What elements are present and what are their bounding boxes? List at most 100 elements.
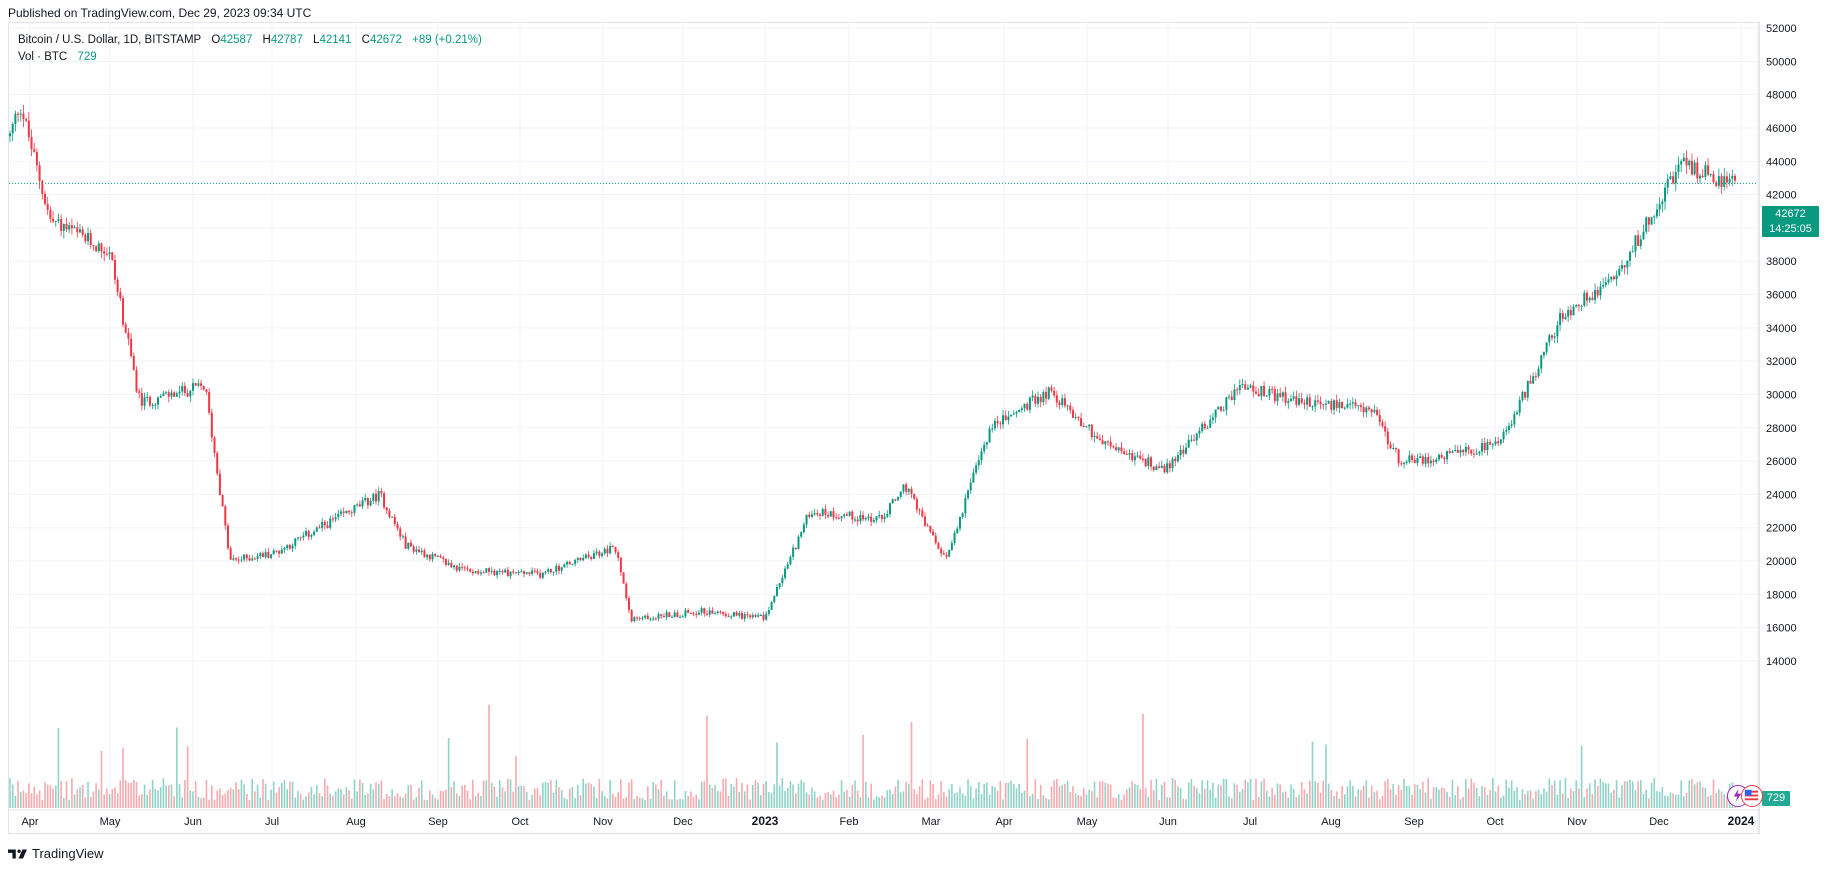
volume-bar [60,781,62,808]
candle-body [1273,389,1276,401]
candle-body [520,571,523,573]
volume-bar [525,791,528,808]
candle-body [1577,304,1580,306]
volume-bar [657,789,660,808]
volume-bar [372,789,375,808]
volume-bar [1029,796,1031,808]
candle-body [256,556,259,559]
volume-bar [733,786,735,808]
time-axis[interactable]: Apr May Jun Jul Aug Sep Oct Nov Dec 2023 Feb Mar Apr… [21,814,1754,828]
candle-body [864,518,867,520]
y-tick-label: 24000 [1766,489,1797,501]
volume-bar [1335,791,1338,808]
candle-body [633,617,636,622]
candle-body [1015,411,1018,414]
tradingview-logo[interactable]: TradingView [8,846,104,861]
close-key: C [361,34,370,46]
candle-body [493,570,496,576]
us-flag-icon[interactable] [1741,785,1763,807]
volume-bar [663,795,665,808]
volume-bar [687,796,689,808]
candle-body [915,498,918,510]
candle-body [837,517,840,519]
volume-bar [646,786,649,808]
volume-bar [875,796,878,808]
x-tick-label: Dec [1649,816,1669,828]
volume-bar [1187,782,1190,808]
candle-body [1354,402,1357,406]
candle-body [1419,456,1422,459]
volume-bar [33,787,36,808]
candle-body [1292,396,1295,399]
candle-body [1704,165,1707,178]
candle-body [1071,410,1074,418]
volume-bar [1535,791,1537,808]
volume-bar [1405,785,1408,808]
volume-bar [1309,780,1311,808]
candle-body [342,511,345,513]
volume-bar [1378,799,1381,808]
candle-body [1642,231,1645,240]
volume-bar [1002,799,1004,808]
candle-body [436,555,439,557]
volume-bar [19,791,22,808]
candle-body [1510,424,1513,426]
candle-body [404,536,407,549]
candle-body [566,562,569,565]
candle-body [1160,465,1163,468]
volume-bar [1610,792,1613,808]
candle-body [1521,391,1524,400]
candle-body [547,569,550,572]
candle-body [1413,459,1416,464]
volume-bar [827,791,829,808]
candle-body [100,243,103,252]
candle-body [1112,446,1115,448]
candle-body [1026,403,1029,410]
volume-bar [248,799,251,808]
y-tick-label: 42000 [1766,190,1797,202]
volume-bar [1222,778,1225,808]
x-tick-label: 2024 [1728,814,1755,828]
volume-bar [1236,784,1238,808]
candle-body [969,482,972,491]
candle-body [929,525,932,532]
x-tick-label: Nov [1567,816,1587,828]
volume-bar [725,778,727,808]
candle-body [1373,409,1376,413]
volume-bar [829,794,832,808]
volume-bar [1492,778,1494,808]
volume-bar [862,734,864,808]
volume-bar [1640,780,1642,808]
volume-bar [1295,797,1298,808]
volume-bar [57,727,60,808]
volume-bar [493,786,496,808]
volume-bar [1470,778,1473,808]
candle-body [1176,455,1179,462]
candle-body [636,617,639,619]
volume-bar [1424,792,1427,808]
volume-bar [1171,778,1174,808]
volume-bar [299,793,302,808]
volume-bar [49,785,52,808]
volume-bar [1376,790,1378,808]
candle-body [781,577,784,584]
candle-body [183,385,186,394]
candle-body [1585,292,1588,301]
volume-bar [795,793,797,808]
volume-bar [1513,790,1516,808]
volume-bar [1123,794,1125,808]
candle-body [775,586,778,597]
candle-body [1093,435,1096,438]
candle-body [1010,414,1013,417]
volume-bar [835,796,837,808]
volume-bar [1696,782,1699,808]
candle-body [1004,415,1007,421]
candle-body [1402,463,1405,465]
candle-body [1314,400,1317,407]
volume-bar [1042,795,1045,808]
candle-body [391,516,394,518]
volume-bar [313,794,315,808]
price-axis[interactable]: 5200050000480004600044000420004000038000… [1766,23,1797,668]
volume-bar [563,797,566,808]
